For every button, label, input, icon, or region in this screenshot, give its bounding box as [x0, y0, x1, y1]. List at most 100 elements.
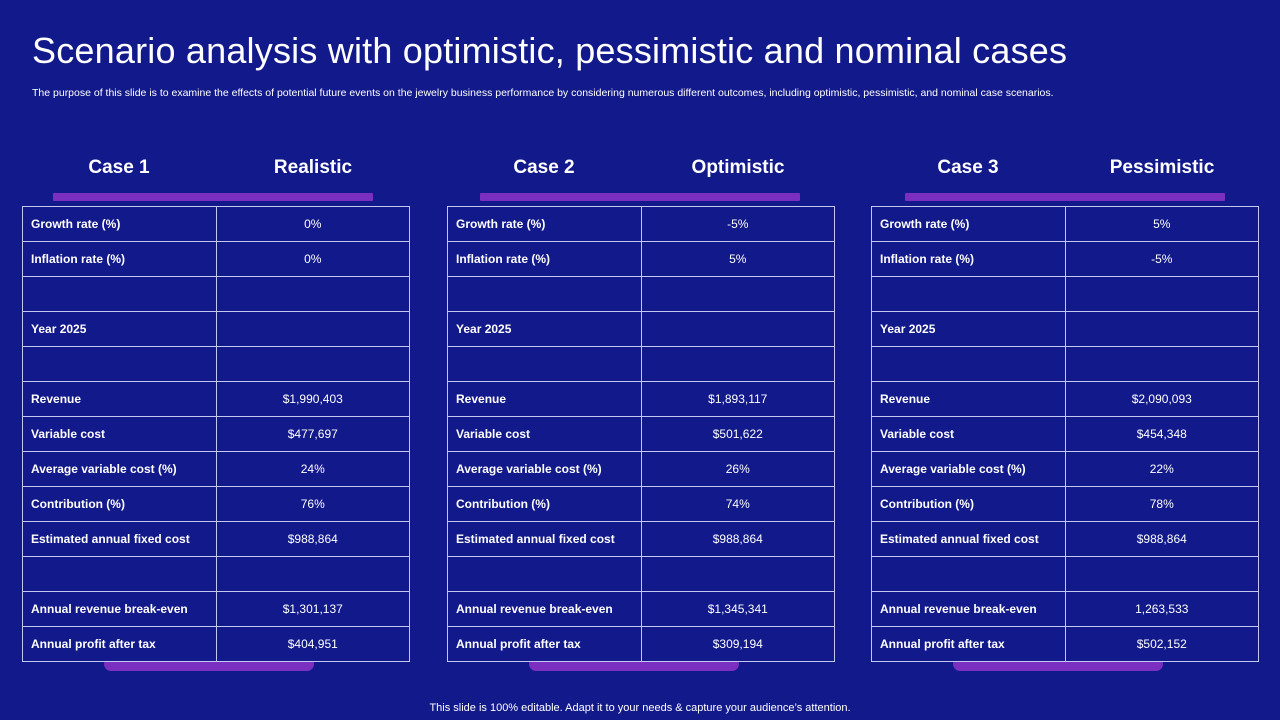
table-row: Year 2025 [447, 311, 836, 347]
case-table: Growth rate (%) 5% Inflation rate (%) -5% Y… [871, 206, 1260, 662]
row-value: 78% [1064, 486, 1260, 522]
row-label: Year 2025 [871, 311, 1066, 347]
case-header: Case 2 Optimistic [447, 155, 835, 185]
row-label: Average variable cost (%) [447, 451, 642, 487]
row-value: 24% [215, 451, 411, 487]
row-label: Average variable cost (%) [871, 451, 1066, 487]
row-value [1064, 556, 1260, 592]
row-value: $502,152 [1064, 626, 1260, 662]
case-table: Growth rate (%) -5% Inflation rate (%) 5% Y… [447, 206, 836, 662]
row-value: $2,090,093 [1064, 381, 1260, 417]
table-row [871, 346, 1260, 382]
row-label [447, 556, 642, 592]
row-label [871, 556, 1066, 592]
case-type: Optimistic [691, 157, 785, 178]
row-label: Average variable cost (%) [22, 451, 217, 487]
table-row: Year 2025 [22, 311, 411, 347]
table-row: Year 2025 [871, 311, 1260, 347]
table-row: Variable cost $477,697 [22, 416, 411, 452]
row-value [215, 276, 411, 312]
row-value [215, 311, 411, 347]
row-label: Annual profit after tax [22, 626, 217, 662]
row-value [640, 346, 836, 382]
row-value [215, 346, 411, 382]
accent-bar-top [480, 193, 800, 201]
table-row: Annual revenue break-even 1,263,533 [871, 591, 1260, 627]
table-row: Revenue $2,090,093 [871, 381, 1260, 417]
row-label [22, 556, 217, 592]
row-value: 5% [1064, 206, 1260, 242]
table-row [22, 276, 411, 312]
row-value [640, 311, 836, 347]
table-row: Growth rate (%) 5% [871, 206, 1260, 242]
table-row: Estimated annual fixed cost $988,864 [871, 521, 1260, 557]
row-label: Estimated annual fixed cost [871, 521, 1066, 557]
row-value: $1,893,117 [640, 381, 836, 417]
table-row: Average variable cost (%) 24% [22, 451, 411, 487]
row-label: Estimated annual fixed cost [22, 521, 217, 557]
row-value [1064, 346, 1260, 382]
table-row: Annual profit after tax $502,152 [871, 626, 1260, 662]
row-label: Contribution (%) [447, 486, 642, 522]
case-label: Case 2 [513, 157, 575, 178]
table-row: Annual revenue break-even $1,345,341 [447, 591, 836, 627]
row-label: Annual profit after tax [447, 626, 642, 662]
case-header: Case 3 Pessimistic [871, 155, 1259, 185]
table-row [22, 556, 411, 592]
case-3-panel: Case 3 Pessimistic Growth rate (%) 5% Infl… [871, 155, 1260, 675]
table-row: Contribution (%) 78% [871, 486, 1260, 522]
case-type: Pessimistic [1109, 157, 1215, 178]
table-row: Revenue $1,990,403 [22, 381, 411, 417]
row-value: 22% [1064, 451, 1260, 487]
table-row: Contribution (%) 74% [447, 486, 836, 522]
case-header: Case 1 Realistic [22, 155, 410, 185]
row-label: Revenue [447, 381, 642, 417]
row-label [871, 276, 1066, 312]
row-value: $454,348 [1064, 416, 1260, 452]
table-row: Estimated annual fixed cost $988,864 [22, 521, 411, 557]
row-value: -5% [640, 206, 836, 242]
row-value: 0% [215, 241, 411, 277]
row-label: Estimated annual fixed cost [447, 521, 642, 557]
row-label: Annual revenue break-even [447, 591, 642, 627]
case-label: Case 1 [88, 157, 150, 178]
row-label: Contribution (%) [871, 486, 1066, 522]
table-row: Estimated annual fixed cost $988,864 [447, 521, 836, 557]
slide-title: Scenario analysis with optimistic, pessi… [32, 30, 1068, 71]
table-row [447, 346, 836, 382]
table-row: Growth rate (%) -5% [447, 206, 836, 242]
row-value: 1,263,533 [1064, 591, 1260, 627]
row-label: Revenue [871, 381, 1066, 417]
row-value: $988,864 [1064, 521, 1260, 557]
table-row: Growth rate (%) 0% [22, 206, 411, 242]
case-1-panel: Case 1 Realistic Growth rate (%) 0% Inflat… [22, 155, 411, 675]
row-value: 74% [640, 486, 836, 522]
row-label: Annual revenue break-even [22, 591, 217, 627]
row-label: Inflation rate (%) [447, 241, 642, 277]
row-label: Contribution (%) [22, 486, 217, 522]
row-value [215, 556, 411, 592]
row-value: 0% [215, 206, 411, 242]
table-row [447, 556, 836, 592]
row-value: $1,301,137 [215, 591, 411, 627]
row-label [22, 346, 217, 382]
row-label: Inflation rate (%) [871, 241, 1066, 277]
row-value: 5% [640, 241, 836, 277]
accent-bar-top [905, 193, 1225, 201]
case-label: Case 3 [937, 157, 999, 178]
table-row: Average variable cost (%) 22% [871, 451, 1260, 487]
row-value [1064, 311, 1260, 347]
table-row: Contribution (%) 76% [22, 486, 411, 522]
row-label: Annual revenue break-even [871, 591, 1066, 627]
row-value [640, 276, 836, 312]
table-row: Annual profit after tax $404,951 [22, 626, 411, 662]
row-value: 76% [215, 486, 411, 522]
row-label: Annual profit after tax [871, 626, 1066, 662]
table-row: Inflation rate (%) 5% [447, 241, 836, 277]
row-label: Inflation rate (%) [22, 241, 217, 277]
row-value: $988,864 [640, 521, 836, 557]
table-row: Inflation rate (%) 0% [22, 241, 411, 277]
table-row: Annual profit after tax $309,194 [447, 626, 836, 662]
accent-bar-top [53, 193, 373, 201]
case-table: Growth rate (%) 0% Inflation rate (%) 0% Ye… [22, 206, 411, 662]
